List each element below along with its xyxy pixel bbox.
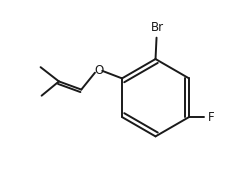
Text: F: F [208,111,215,124]
Text: Br: Br [151,21,164,34]
Text: O: O [94,64,103,77]
